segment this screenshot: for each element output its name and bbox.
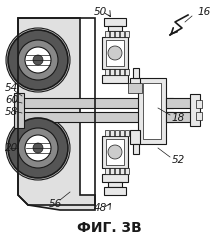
Bar [110,168,114,174]
Circle shape [6,116,70,180]
Circle shape [33,143,43,153]
Bar [120,31,124,37]
Bar [106,139,124,165]
Bar [105,31,109,37]
Bar [18,98,173,108]
Bar [110,130,114,136]
Polygon shape [18,18,95,210]
Text: 20: 20 [5,143,18,153]
Bar [108,182,122,187]
Bar [102,75,128,83]
Bar [138,78,166,144]
Text: 52: 52 [172,155,185,165]
Bar [106,40,124,66]
Circle shape [108,46,122,60]
Bar [133,144,139,154]
Circle shape [8,30,68,90]
Text: ФИГ. 3В: ФИГ. 3В [77,221,141,235]
Text: 16: 16 [198,7,211,17]
Bar [133,68,139,78]
Bar [196,112,202,120]
Bar [110,31,114,37]
Bar [125,168,129,174]
Circle shape [18,128,58,168]
Bar [108,26,122,31]
Bar [102,136,128,168]
Bar [115,69,119,75]
Bar [125,130,129,136]
Circle shape [18,40,58,80]
Bar [143,83,161,139]
Bar [120,69,124,75]
Circle shape [6,28,70,92]
Bar [196,100,202,108]
Bar [105,69,109,75]
Bar [166,112,194,122]
Bar [125,31,129,37]
Bar [120,168,124,174]
Bar [14,93,24,128]
Bar [105,130,109,136]
Bar [130,78,140,92]
Bar [105,168,109,174]
Circle shape [8,118,68,178]
Bar [115,168,119,174]
Text: 56: 56 [48,199,62,209]
Bar [102,174,128,182]
Bar [104,18,126,26]
Bar [115,130,119,136]
Bar [166,98,194,108]
Bar [110,69,114,75]
Text: 48: 48 [93,203,107,213]
Bar [102,37,128,69]
Bar [115,31,119,37]
Circle shape [25,47,51,73]
Bar [120,130,124,136]
Bar [125,69,129,75]
Bar [128,83,142,93]
Bar [18,112,173,122]
Text: 54: 54 [5,83,18,93]
Circle shape [33,55,43,65]
Text: 60: 60 [5,95,18,105]
Bar [130,130,140,144]
Bar [104,187,126,195]
Circle shape [25,135,51,161]
Circle shape [108,145,122,159]
Text: 58: 58 [5,107,18,117]
Text: 50: 50 [93,7,107,17]
Bar [190,94,200,126]
Text: 18: 18 [172,113,185,123]
